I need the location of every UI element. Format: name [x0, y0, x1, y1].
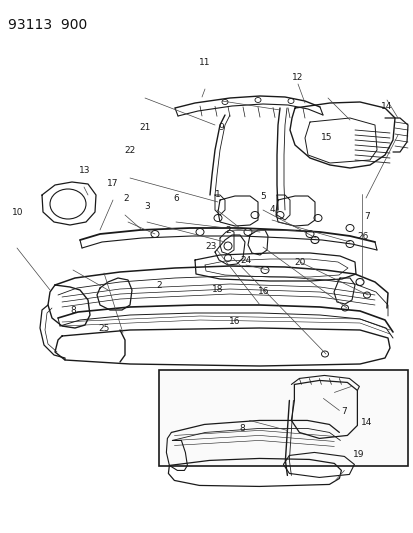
Text: 9: 9 [218, 124, 224, 132]
Bar [159, 370, 407, 466]
Text: 2: 2 [224, 226, 230, 235]
Text: 1: 1 [215, 190, 221, 198]
Text: 24: 24 [240, 256, 252, 264]
Text: 19: 19 [352, 450, 363, 458]
Text: 6: 6 [173, 195, 178, 203]
Text: 4: 4 [269, 205, 275, 214]
Text: 16: 16 [228, 318, 240, 326]
Text: 14: 14 [380, 102, 392, 111]
Text: 16: 16 [258, 287, 269, 296]
Text: 2: 2 [156, 281, 162, 290]
Text: 5: 5 [259, 192, 265, 200]
Text: 12: 12 [292, 73, 303, 82]
Text: 11: 11 [199, 58, 210, 67]
Text: 18: 18 [211, 285, 223, 294]
Text: 8: 8 [239, 424, 245, 433]
Text: 7: 7 [341, 407, 347, 416]
Text: 15: 15 [320, 133, 332, 142]
Text: 2: 2 [123, 195, 129, 203]
Text: 3: 3 [144, 202, 150, 211]
Text: 22: 22 [124, 146, 136, 155]
Text: 17: 17 [107, 180, 118, 188]
Text: 93113  900: 93113 900 [8, 18, 87, 32]
Text: 21: 21 [139, 124, 150, 132]
Text: 14: 14 [360, 418, 371, 426]
Text: 25: 25 [98, 324, 110, 333]
Text: 10: 10 [12, 208, 23, 216]
Text: 8: 8 [71, 306, 76, 314]
Text: 23: 23 [205, 242, 216, 251]
Text: 7: 7 [363, 212, 369, 221]
Text: 26: 26 [356, 232, 368, 240]
Text: 20: 20 [293, 258, 305, 266]
Text: 13: 13 [79, 166, 90, 175]
